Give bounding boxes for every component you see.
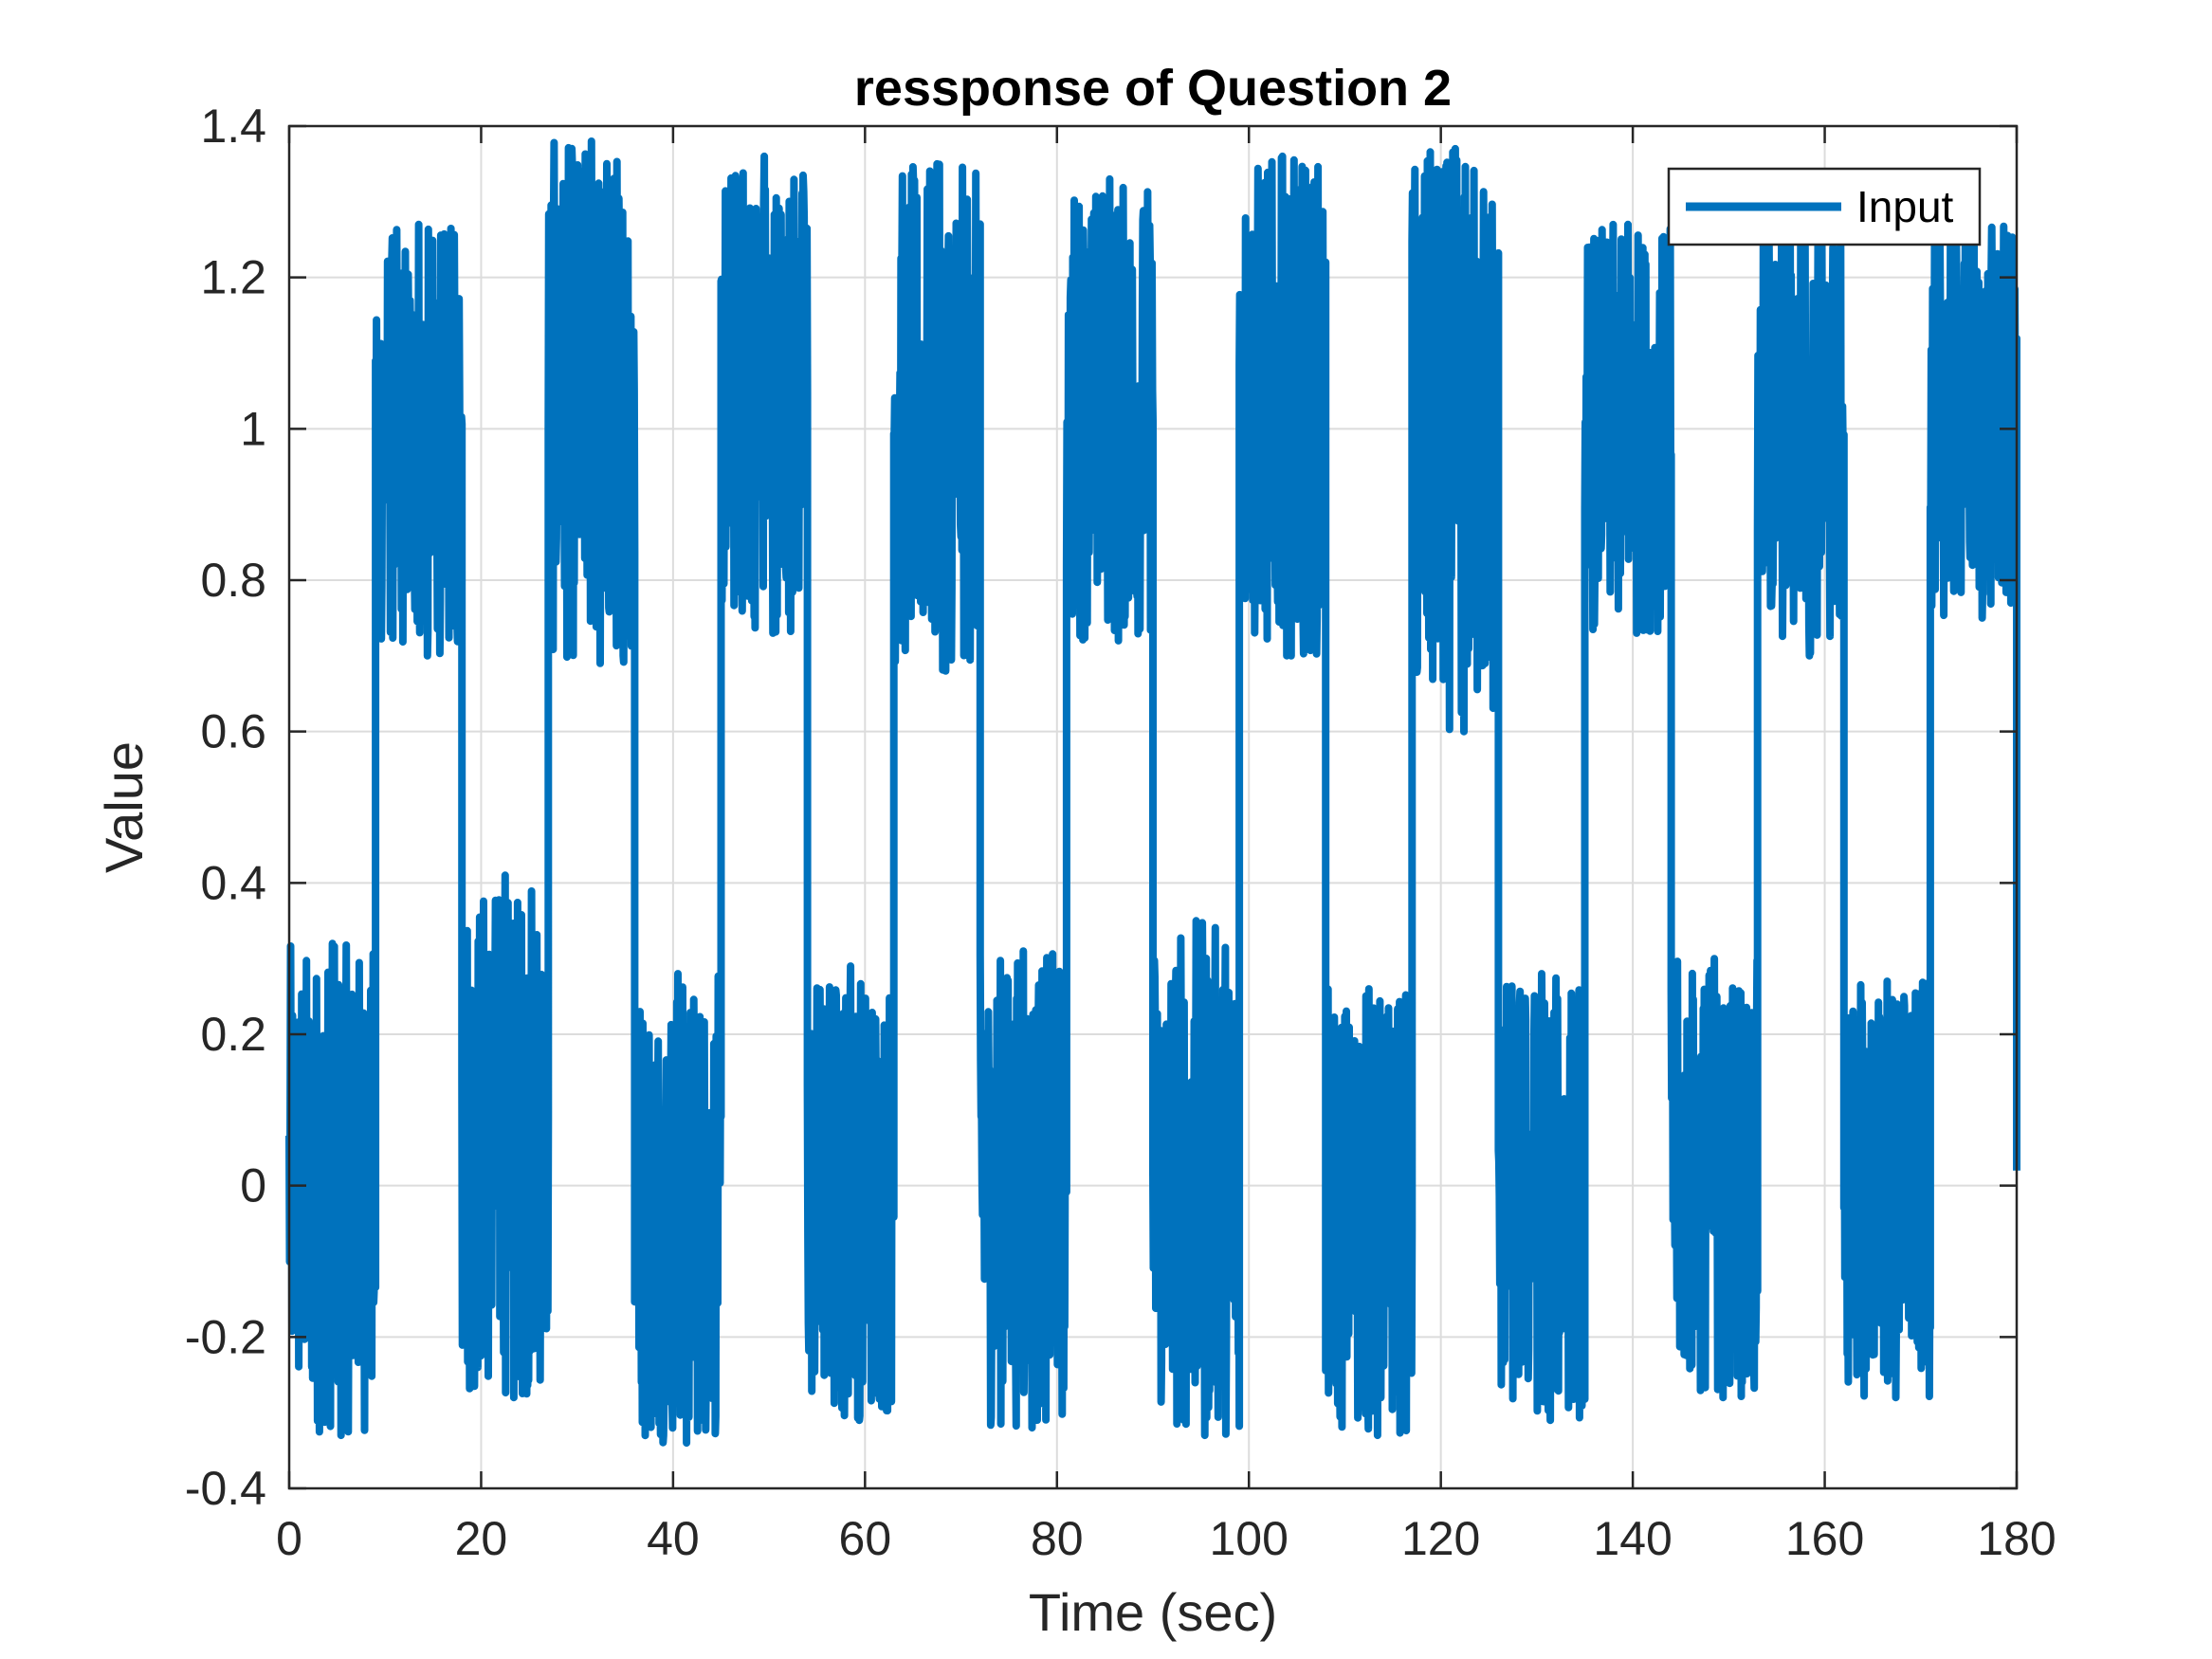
y-tick-label: 0.8 — [200, 554, 266, 607]
tick-labels: 0 20 40 60 80 100 120 140 160 180 -0.4 -0.2 0 0.2 0.4 0… — [185, 100, 2057, 1565]
legend-label-input: Input — [1856, 182, 1954, 231]
axes-box — [287, 124, 2019, 1490]
y-tick-label: 1.4 — [200, 100, 266, 153]
y-axis-label: Value — [94, 741, 154, 873]
y-tick-label: 0.6 — [200, 705, 266, 758]
x-tick-label: 40 — [647, 1512, 700, 1565]
x-tick-label: 20 — [455, 1512, 508, 1565]
x-tick-label: 60 — [839, 1512, 892, 1565]
y-tick-label: 0 — [240, 1159, 266, 1212]
y-tick-label: 1.2 — [200, 251, 266, 304]
y-tick-label: 1 — [240, 402, 266, 455]
y-tick-label: 0.2 — [200, 1008, 266, 1061]
series-input — [285, 137, 2020, 1448]
x-tick-label: 180 — [1977, 1512, 2056, 1565]
x-tick-label: 100 — [1210, 1512, 1289, 1565]
x-tick-label: 120 — [1401, 1512, 1480, 1565]
x-tick-label: 80 — [1031, 1512, 1084, 1565]
y-tick-label: 0.4 — [200, 856, 266, 909]
y-tick-label: -0.2 — [185, 1310, 266, 1363]
x-axis-label: Time (sec) — [1029, 1582, 1277, 1642]
chart-title: ressponse of Question 2 — [854, 60, 1452, 117]
ticks — [287, 124, 2019, 1490]
y-tick-label: -0.4 — [185, 1462, 266, 1515]
legend: Input — [1667, 167, 1982, 246]
x-tick-label: 160 — [1785, 1512, 1864, 1565]
x-tick-label: 140 — [1593, 1512, 1672, 1565]
series-line-input — [285, 137, 2020, 1448]
x-tick-label: 0 — [276, 1512, 302, 1565]
